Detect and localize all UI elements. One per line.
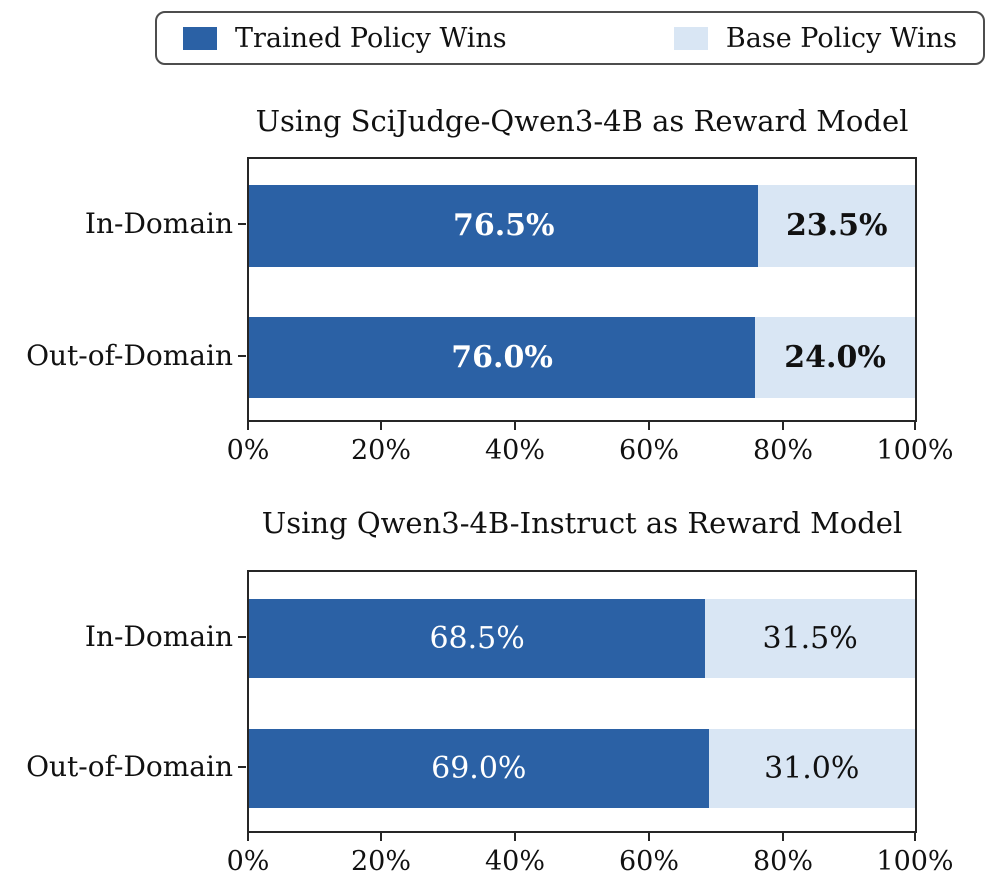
chart2-plot-area: 68.5% 31.5% 69.0% 31.0% bbox=[247, 570, 917, 833]
chart1-xtick-mark bbox=[380, 422, 382, 430]
legend-label-base: Base Policy Wins bbox=[725, 22, 957, 54]
chart1-xtick-mark bbox=[648, 422, 650, 430]
chart1-out-of-domain-trained-segment: 76.0% bbox=[249, 317, 756, 398]
chart1-xtick-mark bbox=[782, 422, 784, 430]
chart2-xtick-label: 0% bbox=[226, 846, 270, 877]
chart1-in-domain-trained-value: 76.5% bbox=[452, 208, 555, 243]
chart1-in-domain-base-value: 23.5% bbox=[785, 208, 888, 243]
chart1-ytick bbox=[238, 223, 246, 225]
legend: Trained Policy Wins Base Policy Wins bbox=[155, 11, 985, 65]
chart2-xtick-mark bbox=[514, 833, 516, 841]
chart2-xtick-label: 100% bbox=[876, 846, 954, 877]
chart2-xtick-mark bbox=[380, 833, 382, 841]
chart1-out-of-domain-trained-value: 76.0% bbox=[451, 339, 553, 375]
chart1-title: Using SciJudge-Qwen3-4B as Reward Model bbox=[255, 104, 909, 138]
chart1-ytick bbox=[238, 355, 246, 357]
chart2-ylabel-in-domain: In-Domain bbox=[84, 620, 233, 653]
chart2-xtick-label: 60% bbox=[618, 846, 679, 877]
chart2-in-domain-base-value: 31.5% bbox=[762, 620, 858, 656]
chart2-out-of-domain-base-segment: 31.0% bbox=[708, 729, 915, 808]
chart1-ylabel-out-of-domain: Out-of-Domain bbox=[26, 339, 233, 372]
chart2-ytick bbox=[238, 766, 246, 768]
chart2-bar-out-of-domain: 69.0% 31.0% bbox=[249, 729, 915, 808]
chart1-xtick-label: 80% bbox=[752, 435, 813, 466]
chart1-xtick-mark bbox=[914, 422, 916, 430]
chart1-xtick-label: 0% bbox=[226, 435, 270, 466]
chart2-ytick bbox=[238, 636, 246, 638]
chart1-bar-in-domain: 76.5% 23.5% bbox=[249, 185, 915, 267]
chart2-title: Using Qwen3-4B-Instruct as Reward Model bbox=[261, 506, 903, 540]
chart1-in-domain-trained-segment: 76.5% bbox=[249, 185, 759, 267]
chart1-xtick-label: 20% bbox=[350, 435, 411, 466]
chart1-xtick-mark bbox=[514, 422, 516, 430]
chart2-xtick-label: 20% bbox=[350, 846, 411, 877]
chart1-out-of-domain-base-segment: 24.0% bbox=[755, 317, 915, 398]
chart2-in-domain-trained-value: 68.5% bbox=[429, 620, 525, 656]
chart2-xtick-mark bbox=[782, 833, 784, 841]
chart1-xtick-label: 100% bbox=[876, 435, 954, 466]
legend-swatch-trained bbox=[183, 26, 217, 50]
chart1-xtick-mark bbox=[247, 422, 249, 430]
legend-label-trained: Trained Policy Wins bbox=[235, 22, 507, 54]
chart2-out-of-domain-base-value: 31.0% bbox=[764, 750, 860, 786]
chart2-xtick-label: 40% bbox=[484, 846, 545, 877]
legend-swatch-base bbox=[673, 26, 708, 50]
chart2-xtick-mark bbox=[247, 833, 249, 841]
chart1-xtick-label: 60% bbox=[618, 435, 679, 466]
chart1-in-domain-base-segment: 23.5% bbox=[758, 185, 915, 267]
legend-entry-base: Base Policy Wins bbox=[673, 22, 957, 54]
chart2-xtick-mark bbox=[648, 833, 650, 841]
chart2-xtick-mark bbox=[914, 833, 916, 841]
chart2-bar-in-domain: 68.5% 31.5% bbox=[249, 599, 915, 678]
chart2-out-of-domain-trained-segment: 69.0% bbox=[249, 729, 709, 808]
chart2-in-domain-base-segment: 31.5% bbox=[705, 599, 915, 678]
chart2-out-of-domain-trained-value: 69.0% bbox=[431, 750, 527, 786]
chart2-xtick-label: 80% bbox=[752, 846, 813, 877]
chart1-bar-out-of-domain: 76.0% 24.0% bbox=[249, 317, 915, 398]
legend-entry-trained: Trained Policy Wins bbox=[183, 25, 507, 52]
chart2-ylabel-out-of-domain: Out-of-Domain bbox=[26, 750, 233, 783]
chart1-ylabel-in-domain: In-Domain bbox=[84, 207, 233, 240]
chart2-in-domain-trained-segment: 68.5% bbox=[249, 599, 706, 678]
chart1-plot-area: 76.5% 23.5% 76.0% 24.0% bbox=[247, 157, 917, 422]
chart1-xtick-label: 40% bbox=[484, 435, 545, 466]
chart1-out-of-domain-base-value: 24.0% bbox=[784, 339, 886, 375]
